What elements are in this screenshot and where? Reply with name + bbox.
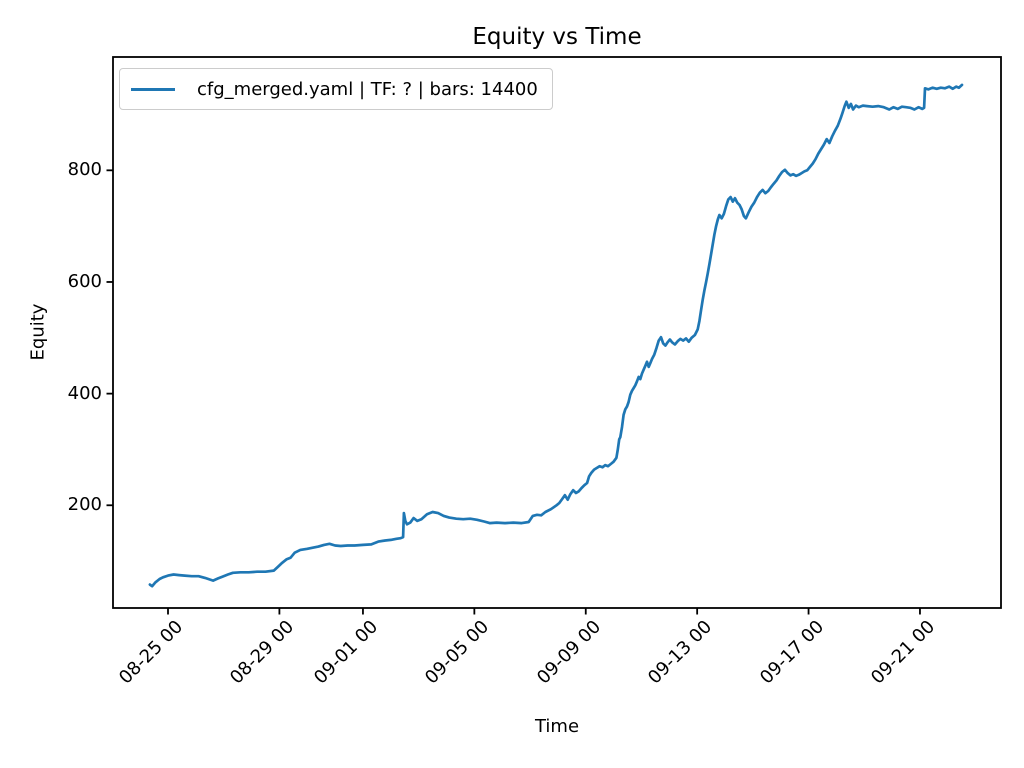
y-axis-label: Equity — [27, 303, 49, 361]
legend-box: cfg_merged.yaml | TF: ? | bars: 14400 — [119, 68, 553, 110]
legend-line-sample — [131, 87, 175, 91]
plot-border — [112, 56, 1002, 609]
tick-marks — [106, 169, 921, 615]
legend-label: cfg_merged.yaml | TF: ? | bars: 14400 — [197, 78, 538, 100]
equity-line-series — [148, 83, 964, 588]
x-axis-label: Time — [534, 716, 580, 737]
chart-title: Equity vs Time — [472, 24, 642, 50]
